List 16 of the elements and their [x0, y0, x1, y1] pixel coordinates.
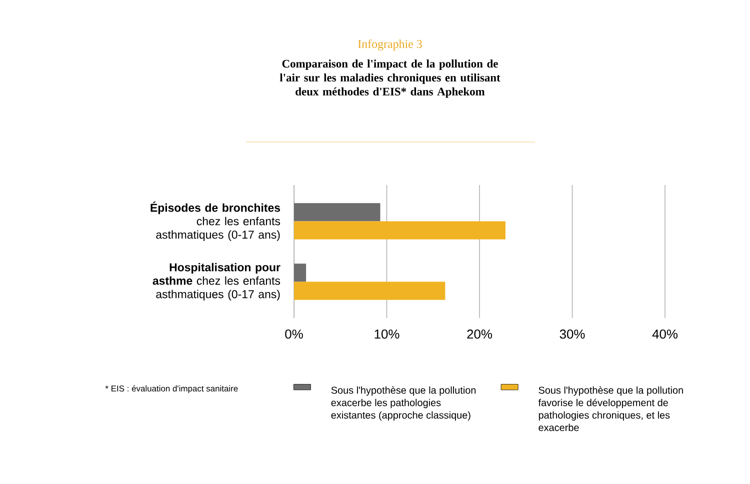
legend-label: Sous l'hypothèse que la pollution exacerbe les pathologies existantes (approche classique): [331, 386, 476, 421]
text: * EIS : évaluation d'impact sanitaire: [105, 385, 238, 394]
x-tick-label: 20%: [467, 330, 492, 339]
y-tick-label: Hospitalisation pour asthme chez les enfants asthmatiques (0-17 ans): [152, 262, 280, 301]
y-tick-label: Épisodes de bronchites chez les enfants asthmatiques (0-17 ans): [150, 202, 280, 241]
x-tick-label: 10%: [374, 330, 400, 339]
chart-subtitle: Comparaison de l'impact de la pollution de l'air sur les maladies chroniques en utilisant deux méthodes d'EIS* dans Aphekom: [280, 60, 500, 98]
bar: [294, 221, 506, 240]
x-tick-label: 40%: [652, 330, 678, 339]
x-tick-label: 30%: [560, 330, 585, 339]
bar: [294, 282, 446, 300]
chart-title: Infographie 3: [358, 40, 422, 51]
bar: [294, 264, 306, 282]
bar: [294, 203, 380, 222]
x-tick-label: 0%: [285, 330, 303, 339]
legend-label: Sous l'hypothèse que la pollution favorise le développement de pathologies chroniques, et les exacerbe: [538, 386, 683, 432]
